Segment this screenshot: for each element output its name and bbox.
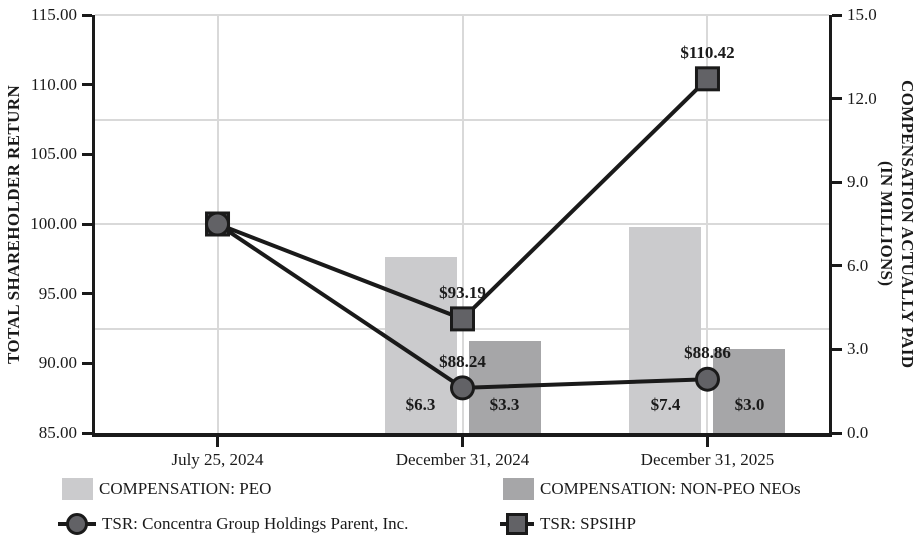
- left-axis-tick-label: 110.00: [30, 74, 77, 94]
- right-axis-tick: [832, 13, 842, 17]
- x-axis-tick: [216, 437, 220, 447]
- legend-label-compensation-peo: COMPENSATION: PEO: [99, 479, 272, 498]
- left-axis-tick-label: 100.00: [30, 214, 77, 233]
- right-axis-tick-label: 15.0: [847, 5, 877, 24]
- left-axis-tick-label: 105.00: [30, 144, 77, 164]
- vertical-gridline: [461, 15, 464, 433]
- point-value-label: $88.24: [439, 351, 486, 371]
- left-axis-tick-label: 115.00: [30, 5, 77, 24]
- legend-item-compensation-peo: COMPENSATION: PEO: [62, 478, 271, 500]
- bar-value-label: $3.0: [734, 395, 765, 414]
- circle-data-marker: [205, 211, 231, 237]
- right-axis-tick-label: 0.0: [847, 423, 869, 442]
- x-axis-label: December 31, 2024: [395, 450, 530, 469]
- point-value-label: $93.19: [439, 282, 486, 302]
- bar-value-label: $3.3: [489, 395, 520, 414]
- left-axis-tick-label: 95.00: [38, 283, 77, 303]
- point-value-label: $88.86: [684, 343, 731, 363]
- right-axis-tick-label: 6.0: [847, 255, 869, 275]
- circle-data-marker: [694, 366, 720, 392]
- square-marker-legend-icon: [500, 513, 534, 535]
- legend-item-compensation-non-peo: COMPENSATION: NON-PEO NEOs: [503, 478, 801, 500]
- left-axis-tick: [82, 431, 92, 435]
- x-axis-tick: [461, 437, 464, 447]
- left-axis-tick-label: 90.00: [38, 353, 77, 373]
- right-axis-title-line1: COMPENSATION ACTUALLY PAID: [898, 79, 917, 369]
- square-data-marker: [694, 66, 720, 92]
- legend-swatch-peo: [62, 478, 93, 500]
- right-axis-tick: [832, 180, 842, 184]
- circle-data-marker: [450, 375, 475, 401]
- bar-peo: [629, 226, 702, 433]
- bottom-axis-spine: [92, 433, 832, 437]
- x-axis-tick: [705, 437, 709, 447]
- circle-marker-legend-icon: [58, 513, 96, 535]
- bar-value-label: $6.3: [405, 395, 436, 414]
- right-axis-tick-label: 12.0: [847, 88, 877, 108]
- legend-swatch-non-peo: [503, 478, 534, 500]
- vertical-gridline: [706, 15, 709, 433]
- x-axis-label: December 31, 2025: [640, 450, 775, 469]
- legend-item-tsr-spsihp: TSR: SPSIHP: [500, 512, 636, 536]
- right-axis-spine: [829, 15, 832, 437]
- left-axis-tick: [82, 152, 92, 156]
- bar-value-label: $7.4: [650, 395, 681, 414]
- left-axis-tick: [82, 361, 92, 365]
- left-axis-spine: [92, 15, 95, 437]
- left-axis-tick: [82, 83, 92, 87]
- tsr-lines-layer: [205, 66, 720, 401]
- left-axis-tick: [82, 222, 92, 226]
- legend-label-compensation-non-peo: COMPENSATION: NON-PEO NEOs: [540, 479, 801, 498]
- right-axis-tick-label: 9.0: [847, 172, 869, 192]
- right-axis-title: COMPENSATION ACTUALLY PAID (IN MILLIONS): [876, 15, 918, 433]
- right-axis-tick: [832, 347, 842, 351]
- right-axis-tick: [832, 431, 842, 435]
- legend-label-tsr-concentra: TSR: Concentra Group Holdings Parent, In…: [102, 514, 409, 533]
- x-axis-label: July 25, 2024: [171, 450, 264, 469]
- right-axis-tick: [832, 264, 842, 268]
- legend-label-tsr-spsihp: TSR: SPSIHP: [540, 514, 636, 533]
- left-axis-tick-label: 85.00: [38, 423, 77, 442]
- left-axis-tick: [82, 292, 92, 296]
- right-axis-title-line2: (IN MILLIONS): [877, 161, 896, 287]
- legend-item-tsr-concentra: TSR: Concentra Group Holdings Parent, In…: [58, 512, 408, 536]
- left-axis-tick: [82, 13, 92, 17]
- point-value-label: $110.42: [680, 42, 735, 62]
- square-data-marker: [450, 306, 475, 332]
- right-axis-tick: [832, 97, 842, 101]
- right-axis-tick-label: 3.0: [847, 339, 869, 359]
- bar-non-peo-neos: [713, 349, 786, 433]
